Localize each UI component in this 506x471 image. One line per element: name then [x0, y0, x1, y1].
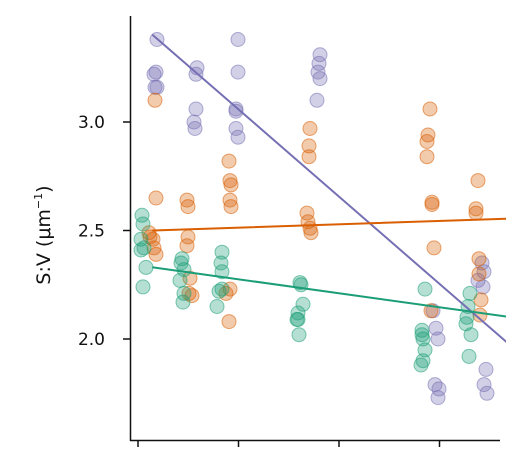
series-2-point-25 — [291, 327, 307, 343]
series-0-point-2 — [146, 66, 162, 82]
series-1-point-14 — [221, 153, 237, 169]
series-0-point-10 — [230, 32, 246, 47]
series-2-point-10 — [172, 272, 188, 288]
series-1-point-19 — [222, 281, 238, 297]
series-2-point-20 — [293, 277, 309, 293]
series-1-point-6 — [148, 246, 164, 262]
series-0-point-31 — [478, 361, 494, 377]
series-1-point-31 — [419, 134, 435, 149]
y-axis-label-close: ) — [33, 185, 55, 192]
series-0-point-33 — [479, 385, 495, 401]
series-0-point-30 — [475, 279, 491, 295]
series-2-fit-line — [152, 266, 506, 318]
series-0-point-4 — [149, 79, 165, 95]
series-1-point-23 — [301, 138, 317, 154]
x-ticks — [137, 440, 441, 447]
series-2-point-12 — [175, 294, 191, 310]
axes-layer — [129, 16, 500, 442]
series-2-point-24 — [289, 312, 305, 327]
y-tick-label-1: 2.5 — [78, 222, 105, 242]
series-2-point-37 — [463, 327, 479, 343]
series-2-point-13 — [214, 244, 230, 260]
series-0-point-13 — [228, 103, 244, 119]
series-1-point-24 — [301, 149, 317, 165]
series-1-point-13 — [181, 285, 197, 301]
series-0-point-32 — [476, 377, 492, 393]
series-0-point-20 — [309, 92, 325, 108]
series-0-point-15 — [230, 129, 246, 145]
series-2-point-1 — [135, 216, 151, 232]
y-axis-label-superscript: −1 — [32, 193, 45, 209]
fit-lines-layer — [152, 34, 506, 343]
series-0-point-14 — [228, 121, 244, 136]
series-1-point-37 — [470, 173, 486, 189]
series-2-point-18 — [209, 299, 225, 314]
y-axis-label-main: S:V (μm — [33, 209, 55, 285]
series-2-point-33 — [462, 285, 478, 301]
y-ticks: 2.0 2.5 3.0 — [78, 113, 130, 350]
y-tick-label-0: 2.0 — [78, 330, 105, 350]
series-1-point-16 — [223, 177, 239, 193]
series-1-point-0 — [147, 92, 163, 108]
series-2-point-32 — [413, 357, 429, 373]
series-1-point-32 — [419, 149, 435, 165]
series-0-point-22 — [430, 331, 446, 347]
series-2-point-38 — [461, 348, 477, 364]
series-2-point-15 — [214, 264, 230, 280]
series-0-point-7 — [188, 101, 204, 117]
series-0-point-19 — [312, 71, 328, 87]
series-1-point-38 — [468, 201, 484, 217]
series-2-point-6 — [135, 279, 151, 295]
series-1-point-34 — [424, 197, 440, 212]
series-1-point-8 — [180, 199, 196, 215]
series-2-point-36 — [458, 316, 474, 332]
series-1-point-21 — [221, 314, 237, 330]
series-2-point-17 — [211, 283, 227, 299]
series-2-point-26 — [417, 281, 433, 297]
series-0-point-11 — [230, 64, 246, 80]
series-2-point-2 — [133, 231, 149, 247]
series-0-point-9 — [187, 121, 203, 136]
series-0-fit-line — [152, 34, 506, 343]
series-1-point-41 — [471, 266, 487, 282]
y-axis-label: S:V (μm−1) — [32, 185, 55, 284]
series-0-point-1 — [148, 64, 164, 80]
series-0-point-25 — [430, 390, 446, 406]
points-layer — [133, 32, 495, 406]
series-2-point-21 — [295, 296, 311, 312]
y-tick-label-2: 3.0 — [78, 113, 105, 133]
series-1-point-22 — [302, 121, 318, 136]
series-1-point-42 — [473, 292, 489, 308]
series-2-point-29 — [415, 331, 431, 347]
series-1-point-28 — [303, 225, 319, 241]
series-1-point-39 — [468, 205, 484, 221]
series-2-point-4 — [133, 242, 149, 258]
series-1-point-29 — [422, 101, 438, 117]
series-1-fit-line — [152, 217, 506, 232]
series-1-point-18 — [223, 199, 239, 215]
series-1-point-1 — [148, 190, 164, 206]
series-2-point-5 — [138, 259, 154, 275]
series-1-point-40 — [471, 251, 487, 267]
series-1-point-10 — [179, 238, 195, 254]
series-1-point-35 — [426, 240, 442, 256]
